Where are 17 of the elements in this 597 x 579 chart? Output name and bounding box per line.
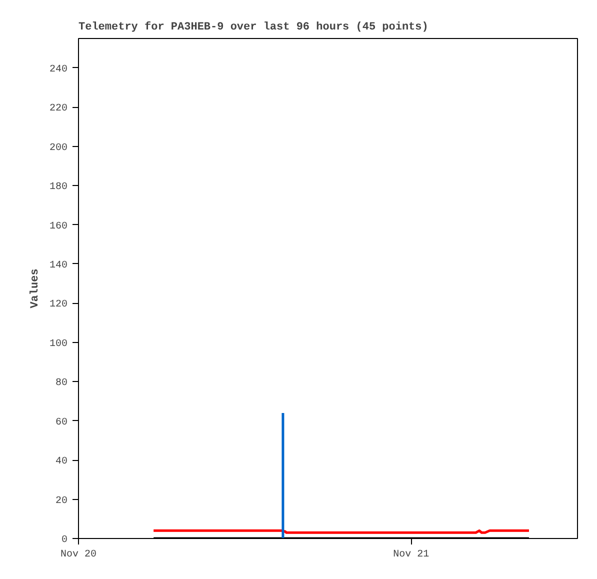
y-tick-label: 0	[62, 535, 68, 546]
y-tick-label: 140	[49, 260, 68, 272]
y-tick-label: 80	[56, 378, 68, 390]
x-tick-label: Nov 20	[60, 550, 97, 560]
y-tick-label: 20	[56, 496, 68, 507]
y-tick-label: 180	[49, 182, 68, 194]
y-tick-label: 40	[56, 456, 68, 468]
y-tick-label: 220	[49, 104, 68, 115]
y-tick-label: 160	[49, 221, 68, 232]
y-tick-label: 60	[56, 417, 68, 428]
y-tick-label: 100	[49, 338, 68, 350]
x-tick-label: Nov 21	[393, 550, 430, 560]
y-axis-title: Values	[29, 268, 42, 308]
y-tick-label: 240	[49, 64, 68, 76]
chart-title: Telemetry for PA3HEB-9 over last 96 hours (45 points)	[78, 20, 428, 34]
y-tick-label: 200	[49, 142, 68, 154]
y-tick-label: 120	[49, 300, 68, 311]
